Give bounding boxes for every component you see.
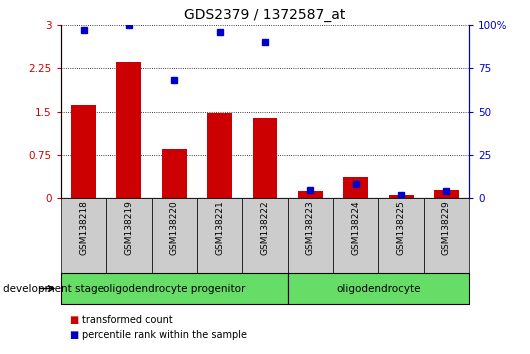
- Bar: [288, 198, 333, 273]
- Bar: [343, 177, 368, 198]
- Bar: [152, 198, 197, 273]
- Bar: [107, 198, 152, 273]
- Bar: [197, 198, 242, 273]
- Bar: [61, 273, 288, 304]
- Text: transformed count: transformed count: [82, 315, 173, 325]
- Text: ■: ■: [69, 330, 78, 339]
- Bar: [252, 119, 278, 198]
- Bar: [117, 62, 142, 198]
- Bar: [434, 190, 459, 198]
- Bar: [388, 195, 413, 198]
- Bar: [61, 198, 107, 273]
- Bar: [242, 198, 288, 273]
- Text: development stage: development stage: [3, 284, 104, 293]
- Text: percentile rank within the sample: percentile rank within the sample: [82, 330, 247, 339]
- Bar: [298, 191, 323, 198]
- Text: GSM138229: GSM138229: [442, 200, 451, 255]
- Text: oligodendrocyte: oligodendrocyte: [336, 284, 421, 293]
- Text: oligodendrocyte progenitor: oligodendrocyte progenitor: [103, 284, 245, 293]
- Text: ■: ■: [69, 315, 78, 325]
- Title: GDS2379 / 1372587_at: GDS2379 / 1372587_at: [184, 8, 346, 22]
- Text: GSM138225: GSM138225: [396, 200, 405, 255]
- Text: GSM138219: GSM138219: [125, 200, 134, 255]
- Bar: [207, 113, 232, 198]
- Text: GSM138220: GSM138220: [170, 200, 179, 255]
- Text: GSM138224: GSM138224: [351, 200, 360, 255]
- Text: GSM138221: GSM138221: [215, 200, 224, 255]
- Bar: [423, 198, 469, 273]
- Text: GSM138223: GSM138223: [306, 200, 315, 255]
- Bar: [288, 273, 469, 304]
- Bar: [71, 104, 96, 198]
- Bar: [162, 149, 187, 198]
- Text: GSM138218: GSM138218: [79, 200, 88, 255]
- Bar: [333, 198, 378, 273]
- Bar: [378, 198, 423, 273]
- Text: GSM138222: GSM138222: [261, 200, 269, 255]
